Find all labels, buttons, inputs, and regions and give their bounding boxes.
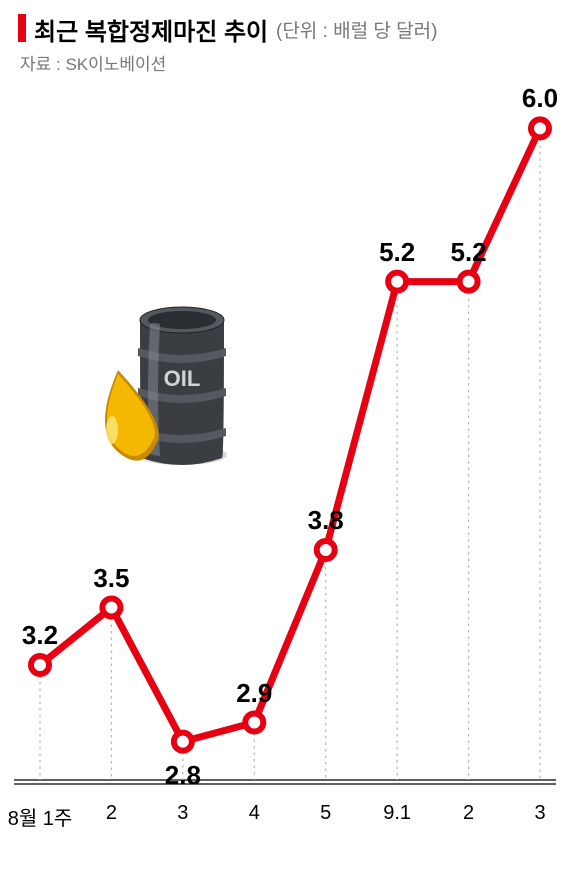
line-chart bbox=[0, 80, 570, 840]
value-label: 2.8 bbox=[165, 760, 201, 791]
value-label: 5.2 bbox=[379, 237, 415, 268]
x-axis-label: 4 bbox=[249, 802, 260, 825]
chart-source: 자료 : SK이노베이션 bbox=[20, 50, 166, 75]
oil-text: OIL bbox=[164, 366, 201, 391]
x-axis-label: 5 bbox=[320, 802, 331, 825]
value-label: 2.9 bbox=[236, 678, 272, 709]
x-axis-label: 2 bbox=[106, 802, 117, 825]
x-axis-label: 8월 1주 bbox=[8, 802, 73, 831]
chart-unit: (단위 : 배럴 당 달러) bbox=[276, 16, 437, 43]
x-axis-label: 9.1 bbox=[383, 802, 411, 825]
x-axis-label: 3 bbox=[534, 802, 545, 825]
value-label: 3.8 bbox=[308, 505, 344, 536]
oil-barrel-illustration: OIL bbox=[100, 280, 240, 480]
value-label: 5.2 bbox=[450, 237, 486, 268]
header-accent-bar bbox=[18, 14, 26, 42]
chart-container: OIL 3.2 3.5 2.8 2.9 3.8 5.2 5.2 6.0 8월 1주 2 3 4 5 9.1… bbox=[0, 80, 570, 840]
value-label: 3.5 bbox=[93, 563, 129, 594]
value-label: 6.0 bbox=[522, 83, 558, 114]
chart-title: 최근 복합정제마진 추이 bbox=[34, 12, 268, 47]
x-axis-label: 2 bbox=[463, 802, 474, 825]
x-axis-label: 3 bbox=[177, 802, 188, 825]
value-label: 3.2 bbox=[22, 620, 58, 651]
